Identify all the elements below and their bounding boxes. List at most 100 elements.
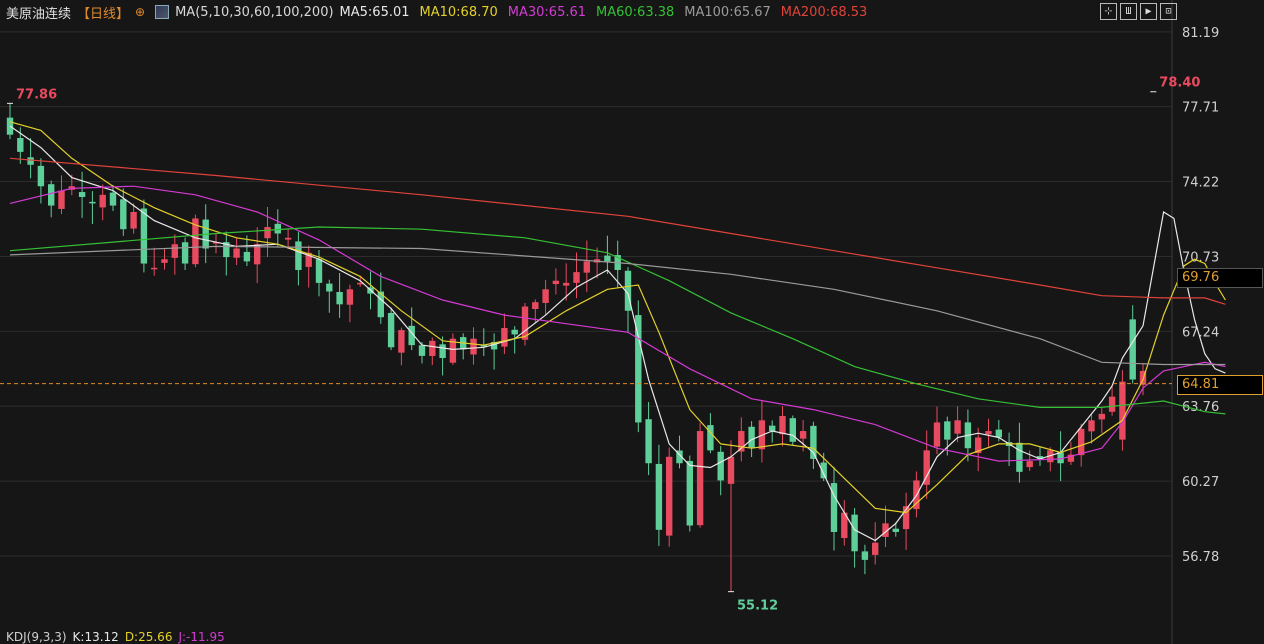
ma-value-1: MA10:68.70	[419, 4, 498, 20]
candle-body-60	[624, 270, 632, 311]
candle-body-50	[521, 306, 529, 340]
candle-body-49	[511, 329, 518, 335]
candle-body-33	[346, 289, 354, 305]
candle-body-80	[830, 483, 838, 532]
annotation-label-1: 78.40	[1159, 76, 1200, 91]
candle-body-51	[532, 302, 539, 310]
candle-body-11	[120, 199, 127, 230]
fullscreen-icon[interactable]: ⊡	[1160, 3, 1177, 20]
ma10-line	[9, 121, 1226, 514]
price-badge-0: 69.76	[1177, 268, 1263, 289]
ma-values: MA5:65.01 MA10:68.70 MA30:65.61 MA60:63.38 M…	[340, 5, 868, 20]
candle-body-103	[1067, 454, 1075, 462]
ma-value-0: MA5:65.01	[339, 4, 410, 20]
candle-body-13	[140, 208, 148, 264]
ma60-line	[9, 226, 1226, 415]
candle-body-96	[995, 429, 1002, 438]
ma30-line	[9, 185, 1226, 462]
candle-body-53	[552, 280, 560, 285]
candle-body-102	[1057, 452, 1064, 464]
kdj-label[interactable]: KDJ(9,3,3)	[6, 630, 67, 644]
ma-value-4: MA100:65.67	[684, 4, 771, 20]
candle-body-82	[851, 514, 858, 552]
candle-body-45	[470, 338, 477, 355]
y-tick-label-7: 56.78	[1182, 550, 1219, 565]
candle-body-98	[1016, 442, 1023, 472]
symbol-title[interactable]: 美原油连续	[6, 6, 72, 22]
bar-style-icon[interactable]: Ш	[1120, 3, 1137, 20]
ma-settings-label[interactable]: MA(5,10,30,60,100,200)	[175, 4, 334, 20]
candle-body-43	[449, 338, 457, 363]
candle-body-63	[655, 463, 663, 530]
candle-body-95	[985, 431, 992, 435]
price-badge-1: 64.81	[1177, 374, 1263, 395]
candle-body-75	[779, 416, 786, 435]
candle-body-8	[89, 201, 96, 204]
candle-body-46	[480, 345, 487, 347]
candle-body-48	[501, 327, 508, 347]
candle-body-69	[717, 451, 724, 481]
annotation-label-0: 77.86	[16, 87, 57, 102]
candle-body-61	[635, 315, 642, 423]
candle-body-71	[738, 431, 745, 452]
period-label[interactable]: 【日线】	[77, 6, 130, 22]
y-tick-label-2: 74.22	[1182, 176, 1219, 191]
candle-body-9	[99, 194, 106, 208]
candle-body-16	[171, 244, 178, 258]
candle-body-56	[583, 261, 590, 273]
add-symbol-icon[interactable]: ⊕	[135, 5, 146, 19]
ma-value-5: MA200:68.53	[780, 4, 868, 20]
candle-body-64	[666, 456, 673, 536]
candle-body-1	[17, 137, 24, 152]
candle-body-36	[377, 291, 384, 318]
candle-body-99	[1026, 461, 1033, 468]
candle-body-66	[686, 460, 693, 526]
candle-body-100	[1036, 456, 1044, 459]
candle-body-108	[1119, 381, 1126, 440]
candle-body-22	[233, 248, 240, 258]
y-tick-label-1: 77.71	[1182, 101, 1219, 116]
candle-body-34	[357, 282, 364, 285]
y-tick-label-5: 63.76	[1182, 400, 1219, 415]
candle-body-40	[418, 345, 426, 356]
y-tick-label-6: 60.27	[1182, 475, 1219, 490]
candle-body-3	[37, 165, 45, 187]
crosshair-icon[interactable]: ⊹	[1100, 3, 1117, 20]
candle-body-23	[243, 251, 251, 262]
candle-body-105	[1088, 420, 1095, 432]
candle-body-79	[820, 462, 827, 479]
candle-body-87	[902, 506, 910, 530]
ma200-line	[9, 157, 1226, 305]
candle-body-30	[315, 259, 323, 283]
candle-body-2	[27, 157, 34, 165]
candle-body-31	[326, 283, 333, 292]
candle-body-14	[151, 267, 158, 270]
candle-body-52	[542, 289, 549, 303]
candle-body-21	[223, 242, 230, 258]
candle-body-109	[1129, 319, 1136, 380]
candle-body-29	[305, 252, 312, 267]
candle-body-10	[109, 192, 117, 206]
candle-body-107	[1108, 396, 1116, 412]
candle-body-5	[58, 190, 65, 209]
annotation-label-2: 55.12	[737, 599, 778, 614]
candle-body-94	[975, 437, 982, 454]
candle-body-86	[892, 528, 899, 532]
candle-body-25	[264, 227, 271, 239]
candle-body-106	[1098, 413, 1105, 420]
ma100-line	[9, 245, 1226, 366]
ma-value-3: MA60:63.38	[596, 4, 675, 20]
indicator-settings-icon[interactable]	[155, 5, 170, 19]
candle-body-74	[769, 425, 776, 432]
ma-value-2: MA30:65.61	[507, 4, 587, 20]
candle-body-18	[192, 218, 199, 265]
candle-body-24	[254, 244, 261, 265]
play-icon[interactable]: ▶	[1140, 3, 1157, 20]
candle-body-65	[676, 450, 683, 464]
candle-body-32	[336, 292, 343, 305]
candle-body-85	[882, 523, 889, 537]
candle-body-58	[604, 255, 611, 262]
kdj-d-value: D:25.66	[124, 630, 173, 644]
candle-body-72	[748, 426, 755, 449]
